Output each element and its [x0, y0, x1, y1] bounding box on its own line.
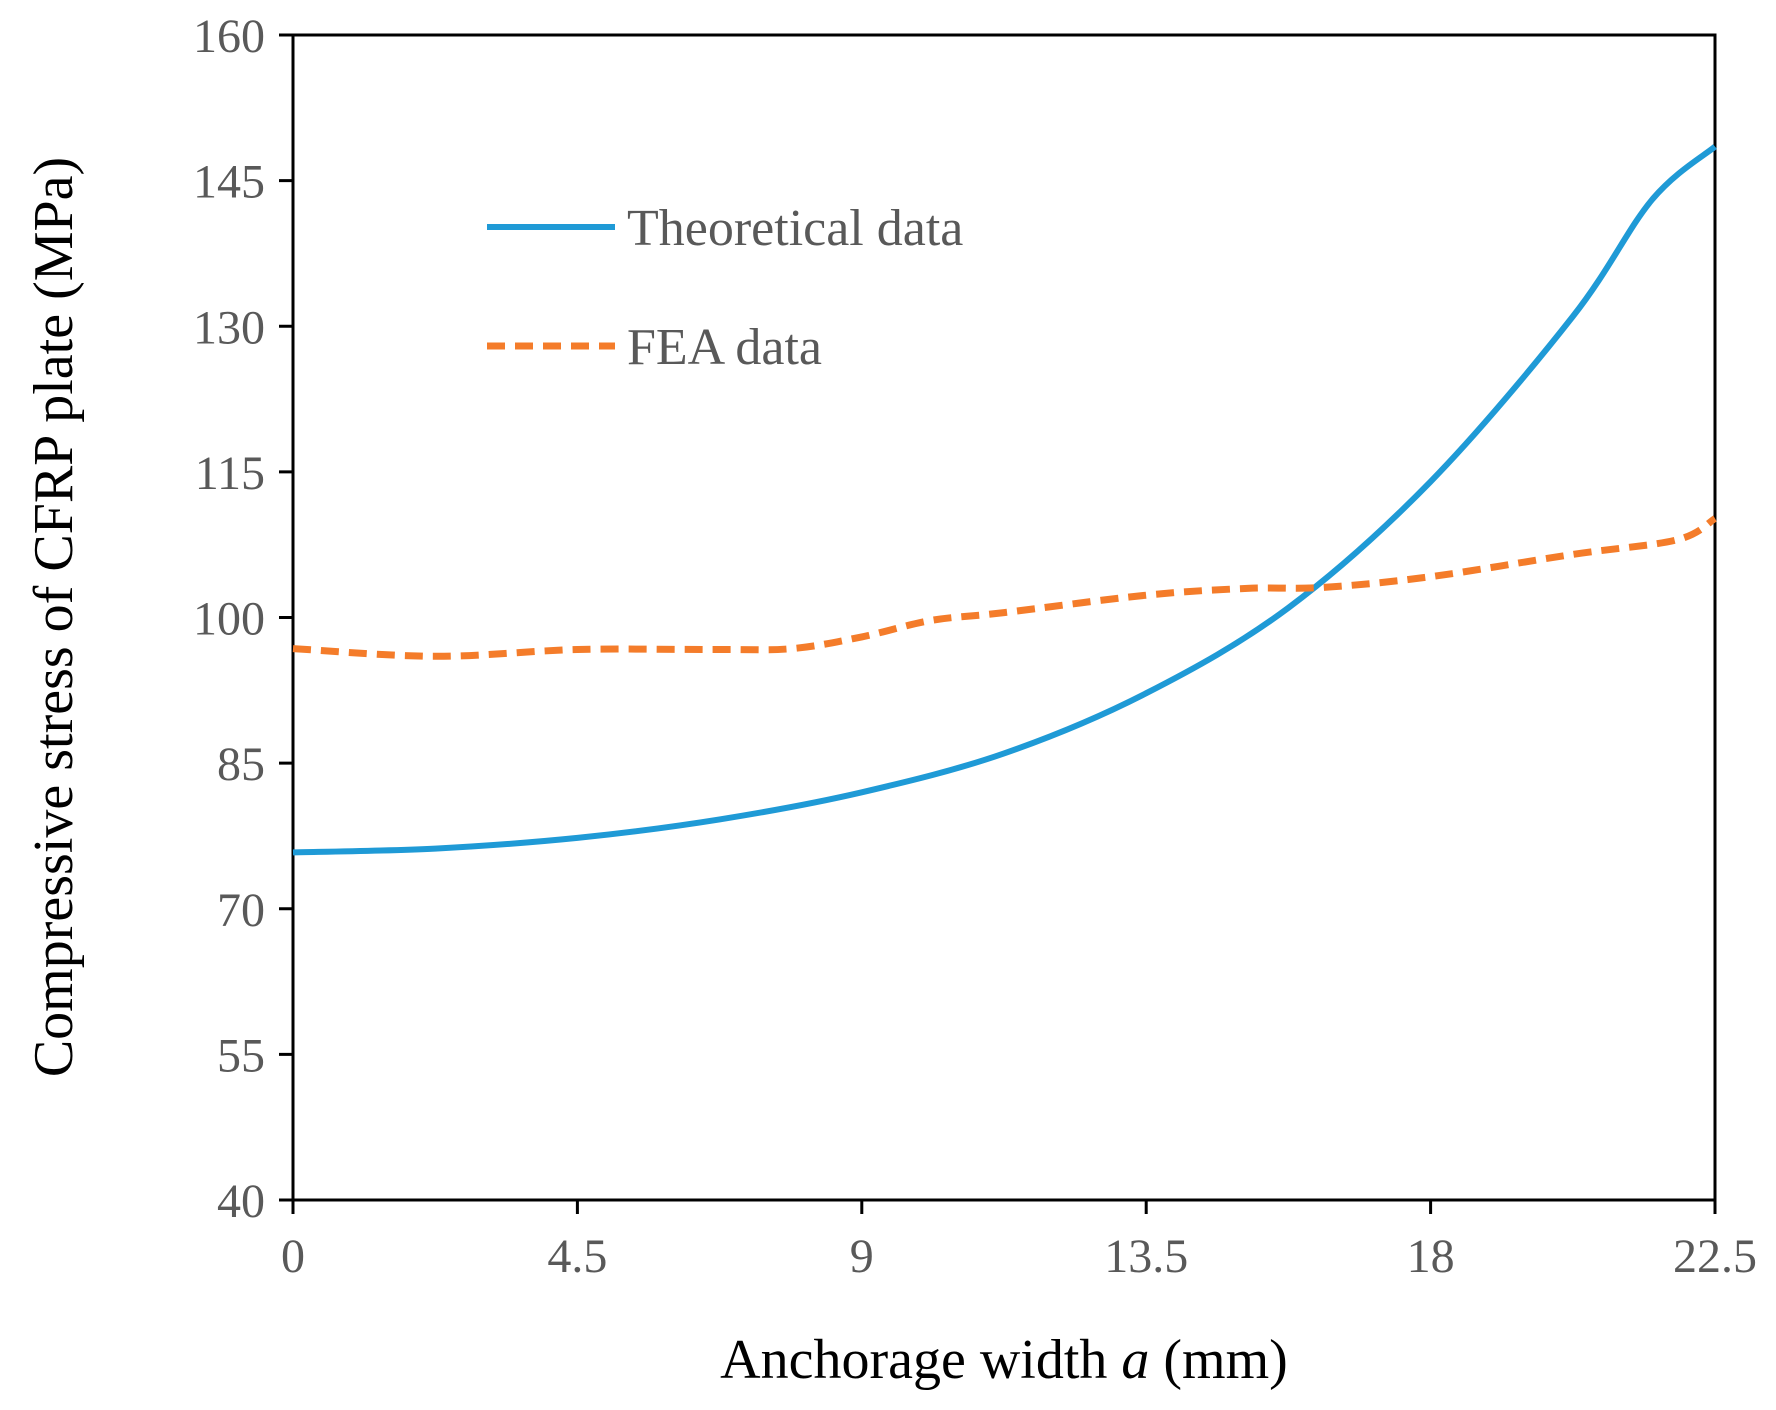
theoretical-data-line [292, 144, 1717, 856]
y-tick-label: 160 [193, 10, 265, 63]
x-tick-label: 9 [850, 1230, 874, 1283]
y-tick-label: 145 [193, 156, 265, 209]
y-tick-label: 115 [195, 447, 265, 500]
legend: Theoretical data FEA data [487, 200, 963, 376]
x-tick-label: 0 [281, 1230, 305, 1283]
y-tick-label: 130 [193, 301, 265, 354]
plot-area-border [291, 33, 1717, 1202]
x-tick-label: 4.5 [547, 1230, 607, 1283]
x-axis-ticks: 0 4.5 9 13.5 18 22.5 [281, 1200, 1757, 1283]
series-layer [292, 144, 1717, 856]
x-tick-label: 22.5 [1673, 1230, 1757, 1283]
y-axis-ticks: 40 55 70 85 100 115 130 145 160 [193, 10, 293, 1228]
y-tick-label: 100 [193, 593, 265, 646]
legend-label-theoretical: Theoretical data [627, 200, 963, 257]
x-axis-title-text: Anchorage width [720, 1329, 1121, 1391]
fea-data-line [292, 515, 1717, 660]
x-axis-title: Anchorage width a (mm) [720, 1329, 1288, 1391]
x-axis-title-unit: (mm) [1149, 1329, 1287, 1391]
x-tick-label: 18 [1407, 1230, 1455, 1283]
legend-label-fea: FEA data [627, 319, 822, 376]
y-tick-label: 85 [217, 738, 265, 791]
y-tick-label: 70 [217, 884, 265, 937]
y-tick-label: 55 [217, 1029, 265, 1082]
x-axis-title-variable: a [1121, 1329, 1149, 1391]
y-axis-title: Compressive stress of CFRP plate (MPa) [23, 157, 85, 1077]
x-tick-label: 13.5 [1104, 1230, 1188, 1283]
y-tick-label: 40 [217, 1175, 265, 1228]
